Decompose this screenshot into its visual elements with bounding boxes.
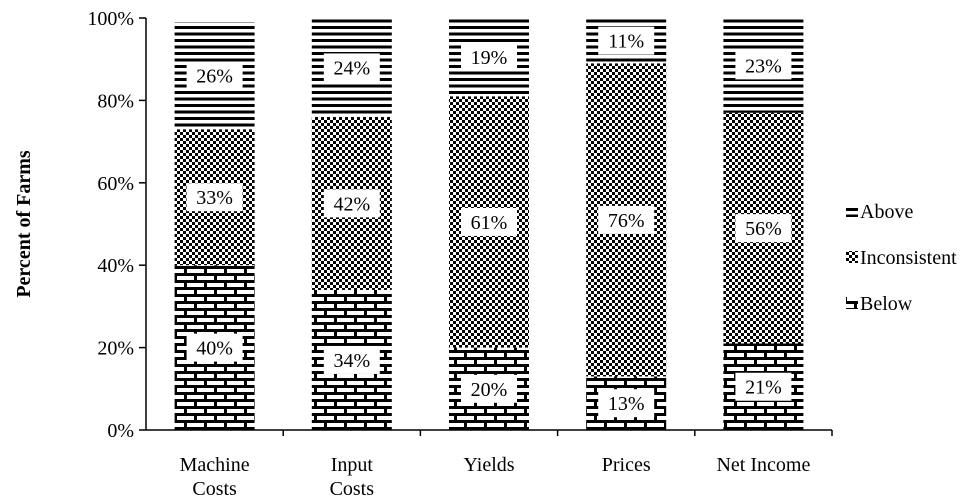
data-label-box: [186, 183, 243, 212]
data-label: 26%: [196, 66, 233, 88]
legend-label-above: Above: [860, 201, 913, 223]
data-label-box: [186, 333, 243, 362]
y-tick-label: 80%: [97, 90, 134, 112]
data-label: 76%: [608, 210, 645, 232]
x-category-label: Machine: [180, 454, 250, 476]
y-tick-label: 40%: [97, 255, 134, 277]
data-label-box: [461, 207, 517, 236]
legend: Above Inconsistent Below: [846, 201, 957, 315]
data-label-box: [461, 374, 517, 403]
data-label-box: [186, 61, 243, 90]
legend-label-below: Below: [860, 293, 913, 315]
data-label-box: [323, 189, 380, 218]
y-tick-label: 60%: [97, 173, 134, 195]
data-label-box: [461, 43, 517, 72]
x-category-label: Yields: [463, 454, 514, 476]
data-label-box: [735, 51, 792, 80]
data-label: 61%: [471, 212, 508, 234]
data-label: 19%: [471, 47, 508, 69]
legend-swatch-inconsistent: [846, 251, 858, 263]
data-label: 11%: [608, 31, 644, 53]
x-category-label: Net Income: [716, 454, 810, 476]
data-label: 40%: [196, 338, 233, 360]
x-category-label: Costs: [192, 478, 237, 500]
data-label: 13%: [608, 393, 645, 415]
x-category-label: Prices: [602, 454, 651, 476]
data-label: 42%: [333, 193, 370, 215]
y-tick-label: 0%: [107, 420, 134, 442]
data-label-box: [598, 205, 655, 234]
legend-label-inconsistent: Inconsistent: [860, 247, 957, 269]
x-category-label: Input: [331, 454, 374, 476]
data-label: 34%: [333, 350, 370, 372]
y-axis-ticks: 0% 20% 40% 60% 80% 100%: [87, 8, 146, 442]
x-category-label: Costs: [330, 478, 375, 500]
data-label: 21%: [745, 377, 782, 399]
y-tick-label: 100%: [87, 8, 134, 30]
data-label: 23%: [745, 55, 782, 77]
data-labels: 40% 33% 26% 34% 42% 24% 20% 61% 19% 13% 76% 11% 21% 5…: [186, 26, 792, 418]
data-label: 24%: [333, 57, 370, 79]
data-label: 56%: [745, 218, 782, 240]
data-label: 33%: [196, 187, 233, 209]
y-tick-label: 20%: [97, 338, 134, 360]
data-label-box: [735, 214, 792, 243]
legend-swatch-below: [846, 297, 858, 309]
data-label-box: [598, 26, 655, 55]
data-label-box: [735, 372, 792, 401]
data-label: 20%: [471, 379, 508, 401]
legend-swatch-above: [846, 205, 858, 217]
data-label-box: [323, 53, 380, 82]
data-label-box: [323, 345, 380, 374]
data-label-box: [598, 389, 655, 418]
y-axis-label: Percent of Farms: [13, 150, 35, 298]
